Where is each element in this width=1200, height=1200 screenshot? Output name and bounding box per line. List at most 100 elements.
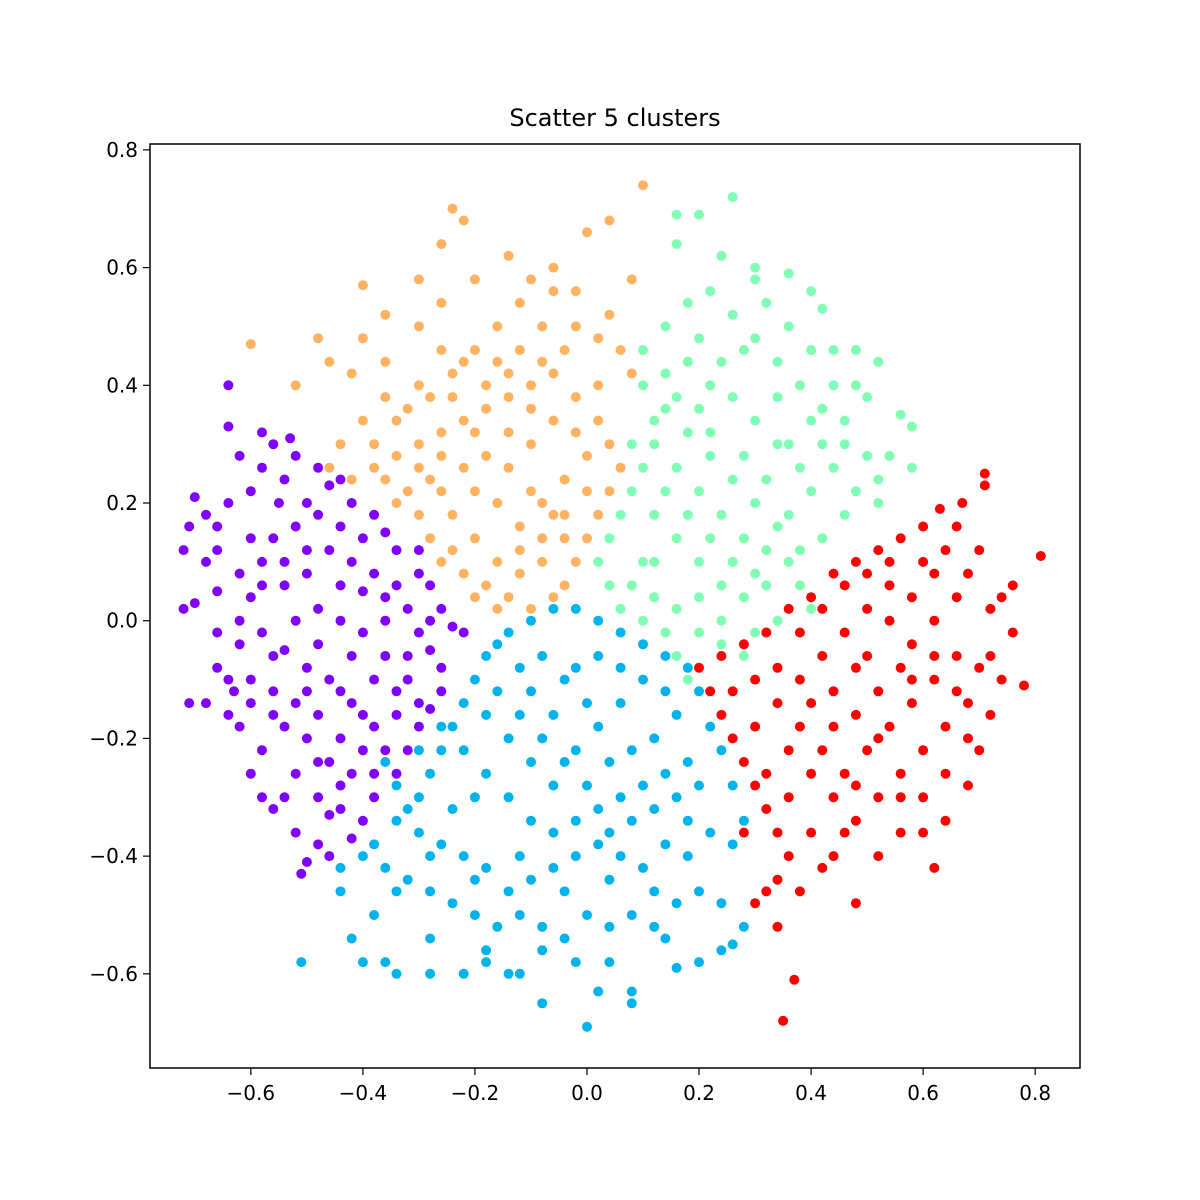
scatter-point xyxy=(660,768,671,779)
scatter-point xyxy=(772,615,783,626)
scatter-point xyxy=(570,662,581,673)
scatter-point xyxy=(380,745,391,756)
scatter-point xyxy=(850,345,861,355)
scatter-point xyxy=(850,780,861,791)
scatter-point xyxy=(929,568,940,579)
scatter-point xyxy=(873,733,884,744)
scatter-point xyxy=(951,521,962,532)
scatter-point xyxy=(727,686,738,697)
scatter-point xyxy=(526,439,536,450)
scatter-point xyxy=(750,898,761,909)
scatter-point xyxy=(682,662,693,673)
scatter-point xyxy=(189,598,200,609)
scatter-point xyxy=(413,380,424,391)
scatter-point xyxy=(806,486,817,497)
scatter-point xyxy=(413,698,424,709)
scatter-point xyxy=(537,321,548,332)
scatter-point xyxy=(850,709,861,720)
scatter-point xyxy=(593,380,604,391)
scatter-point xyxy=(301,686,312,697)
scatter-point xyxy=(369,568,380,579)
scatter-point xyxy=(458,356,469,367)
scatter-point xyxy=(469,674,480,685)
scatter-point xyxy=(391,686,402,697)
scatter-point xyxy=(626,998,637,1009)
scatter-point xyxy=(279,580,290,591)
scatter-point xyxy=(357,333,368,344)
scatter-point xyxy=(862,568,873,579)
scatter-point xyxy=(694,209,704,220)
scatter-point xyxy=(638,780,648,791)
scatter-point xyxy=(369,910,380,920)
scatter-point xyxy=(649,556,660,567)
scatter-point xyxy=(873,474,884,485)
scatter-point xyxy=(268,439,279,450)
scatter-point xyxy=(817,651,828,661)
scatter-point xyxy=(290,698,301,709)
scatter-point xyxy=(682,674,693,685)
scatter-point xyxy=(794,674,805,685)
scatter-point xyxy=(974,745,985,756)
scatter-point xyxy=(313,333,324,344)
scatter-point xyxy=(884,615,895,626)
scatter-point xyxy=(963,698,973,709)
scatter-point xyxy=(817,439,828,450)
scatter-point xyxy=(761,545,772,556)
scatter-point xyxy=(469,792,480,803)
scatter-point xyxy=(929,615,940,626)
scatter-point xyxy=(934,503,945,514)
scatter-point xyxy=(828,568,839,579)
scatter-point xyxy=(324,545,335,556)
scatter-point xyxy=(570,286,581,297)
scatter-point xyxy=(694,957,704,968)
scatter-point xyxy=(413,827,424,838)
scatter-point xyxy=(257,792,267,803)
scatter-point xyxy=(761,297,772,308)
scatter-point xyxy=(469,486,480,497)
scatter-point xyxy=(335,439,346,450)
scatter-point xyxy=(694,333,704,344)
scatter-point xyxy=(436,486,447,497)
scatter-point xyxy=(828,851,839,862)
scatter-point xyxy=(918,792,929,803)
scatter-point xyxy=(884,580,895,591)
scatter-point xyxy=(369,768,380,779)
scatter-point xyxy=(234,568,245,579)
scatter-point xyxy=(705,286,716,297)
scatter-point xyxy=(705,686,716,697)
scatter-point xyxy=(324,809,335,820)
scatter-point xyxy=(481,403,492,414)
scatter-point xyxy=(548,509,559,520)
scatter-point xyxy=(212,521,223,532)
scatter-point xyxy=(201,698,211,709)
scatter-point xyxy=(884,721,895,732)
scatter-point xyxy=(873,686,884,697)
scatter-point xyxy=(458,851,469,862)
scatter-point xyxy=(615,851,626,862)
scatter-point xyxy=(794,886,805,897)
scatter-point xyxy=(727,780,738,791)
scatter-point xyxy=(660,321,671,332)
scatter-point xyxy=(772,662,783,673)
x-tick-label: 0.6 xyxy=(907,1081,939,1105)
scatter-point xyxy=(391,815,402,826)
scatter-point xyxy=(346,933,357,944)
scatter-point xyxy=(391,415,402,426)
scatter-point xyxy=(671,792,682,803)
scatter-point xyxy=(772,392,783,403)
scatter-point xyxy=(817,745,828,756)
scatter-point xyxy=(570,851,581,862)
scatter-point xyxy=(469,874,480,885)
scatter-point xyxy=(425,851,436,862)
scatter-point xyxy=(324,462,335,473)
scatter-point xyxy=(772,921,783,932)
scatter-point xyxy=(380,957,391,968)
scatter-point xyxy=(615,345,626,355)
scatter-point xyxy=(862,392,873,403)
scatter-point xyxy=(727,392,738,403)
scatter-point xyxy=(245,339,256,350)
scatter-point xyxy=(335,862,346,873)
x-tick-label: −0.2 xyxy=(451,1081,500,1105)
scatter-point xyxy=(223,498,234,508)
scatter-point xyxy=(425,580,436,591)
